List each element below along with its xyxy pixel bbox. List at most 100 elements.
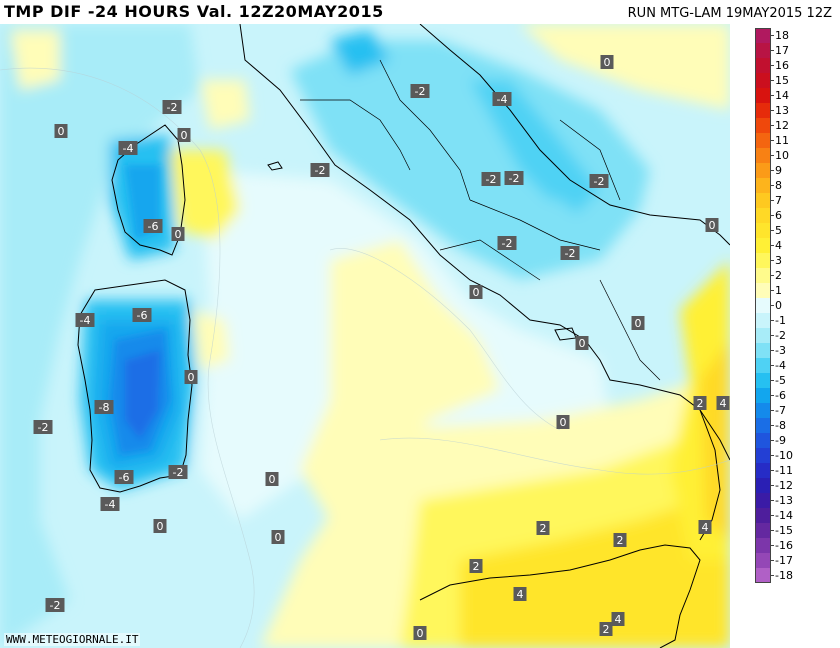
legend-swatch [755, 283, 771, 298]
value-label-text: 4 [720, 397, 727, 410]
legend-swatch [755, 493, 771, 508]
value-label-bg [33, 420, 53, 434]
legend-swatch [755, 58, 771, 73]
legend-swatch [755, 418, 771, 433]
legend-tick [771, 215, 774, 216]
legend-entry: -16 [755, 538, 835, 553]
legend-swatch [755, 118, 771, 133]
value-label-text: -4 [105, 498, 116, 511]
legend-entry: -2 [755, 328, 835, 343]
legend-entry: -4 [755, 358, 835, 373]
value-label-text: -4 [80, 314, 91, 327]
value-label-text: 0 [709, 219, 716, 232]
value-label-text: 2 [473, 560, 480, 573]
legend-swatch [755, 343, 771, 358]
legend-label: 7 [775, 194, 782, 207]
value-label: 0 [184, 370, 198, 384]
legend-tick [771, 245, 774, 246]
value-label: 0 [631, 316, 645, 330]
legend-swatch [755, 28, 771, 43]
legend-entry: 13 [755, 103, 835, 118]
value-label-text: 0 [275, 531, 282, 544]
value-label-text: -6 [137, 309, 148, 322]
legend-swatch [755, 253, 771, 268]
value-label: 0 [556, 415, 570, 429]
legend-swatch [755, 73, 771, 88]
value-label-text: 2 [617, 534, 624, 547]
value-label-bg [153, 519, 167, 533]
value-label-bg [504, 171, 524, 185]
legend-tick [771, 440, 774, 441]
value-label-bg [413, 626, 427, 640]
value-label-text: -4 [123, 142, 134, 155]
legend-entry: -11 [755, 463, 835, 478]
value-label-bg [613, 533, 627, 547]
legend-entry: 16 [755, 58, 835, 73]
legend-entry: -10 [755, 448, 835, 463]
value-label-bg [513, 587, 527, 601]
value-label: 2 [469, 559, 483, 573]
legend-label: 10 [775, 149, 789, 162]
value-label-text: 0 [604, 56, 611, 69]
legend-tick [771, 80, 774, 81]
value-label-bg [162, 100, 182, 114]
legend-tick [771, 380, 774, 381]
value-label: -2 [560, 246, 580, 260]
legend-entry: -13 [755, 493, 835, 508]
value-label-text: 2 [603, 623, 610, 636]
legend-entry: -9 [755, 433, 835, 448]
value-label-bg [492, 92, 512, 106]
color-legend: 18 17 16 15 14 13 12 11 10 9 8 7 6 5 4 3 2 1 0 -1 -2 -3 -4 -5 -6… [755, 28, 835, 600]
legend-tick [771, 425, 774, 426]
legend-tick [771, 200, 774, 201]
map-canvas: -2 0 0 -4 -6 0 -2 -4 0 -2 -2 -2 -2 -2 -2 0 0 0 0 -4 -6 0 -8 -2 0… [0, 24, 730, 648]
value-label-bg [171, 227, 185, 241]
legend-entry: 1 [755, 283, 835, 298]
legend-swatch [755, 553, 771, 568]
legend-tick [771, 275, 774, 276]
value-label-text: 0 [188, 371, 195, 384]
value-label: 4 [698, 520, 712, 534]
value-label-text: 2 [697, 397, 704, 410]
value-label-bg [54, 124, 68, 138]
legend-swatch [755, 268, 771, 283]
value-label: 2 [693, 396, 707, 410]
legend-swatch [755, 88, 771, 103]
value-label: 0 [177, 128, 191, 142]
legend-entry: 9 [755, 163, 835, 178]
legend-tick [771, 95, 774, 96]
legend-swatch [755, 208, 771, 223]
value-label-bg [100, 497, 120, 511]
legend-label: 5 [775, 224, 782, 237]
legend-tick [771, 185, 774, 186]
legend-tick [771, 485, 774, 486]
legend-swatch [755, 478, 771, 493]
legend-swatch [755, 403, 771, 418]
value-label: -4 [75, 313, 95, 327]
legend-label: -5 [775, 374, 786, 387]
legend-entry: -5 [755, 373, 835, 388]
value-label-text: -6 [148, 220, 159, 233]
legend-label: 18 [775, 29, 789, 42]
value-label: 0 [705, 218, 719, 232]
value-label-bg [599, 622, 613, 636]
value-label: -4 [100, 497, 120, 511]
value-label: -8 [94, 400, 114, 414]
value-label-text: 0 [175, 228, 182, 241]
legend-entry: 14 [755, 88, 835, 103]
value-label-bg [600, 55, 614, 69]
source-credit: WWW.METEOGIORNALE.IT [4, 633, 141, 646]
legend-entry: 11 [755, 133, 835, 148]
value-label-bg [410, 84, 430, 98]
value-label-text: 0 [473, 286, 480, 299]
value-label: -2 [33, 420, 53, 434]
value-label-bg [75, 313, 95, 327]
value-label-bg [631, 316, 645, 330]
value-label: -2 [481, 172, 501, 186]
legend-entry: -15 [755, 523, 835, 538]
legend-tick [771, 305, 774, 306]
value-label-text: 0 [417, 627, 424, 640]
value-label-text: -2 [50, 599, 61, 612]
value-label-text: 0 [579, 337, 586, 350]
legend-swatch [755, 133, 771, 148]
